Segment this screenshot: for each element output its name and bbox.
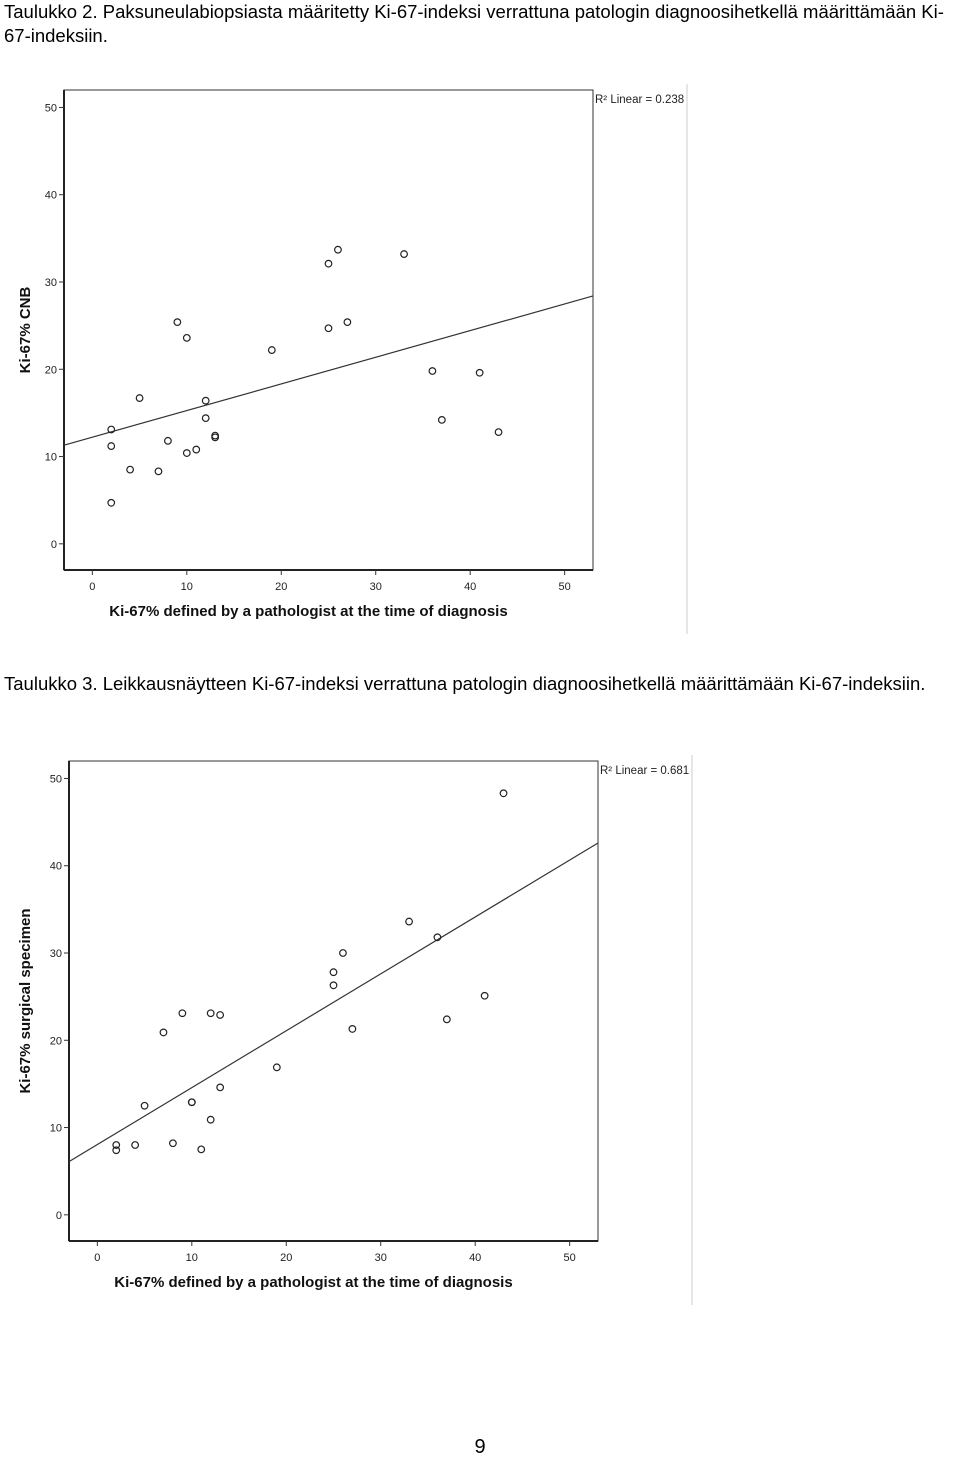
data-point <box>216 1083 225 1092</box>
y-tick-label: 50 <box>50 773 62 785</box>
x-tick-label: 50 <box>559 581 571 593</box>
data-point <box>164 436 172 445</box>
data-point <box>201 396 210 405</box>
x-tick-label: 40 <box>464 581 476 593</box>
data-point <box>182 449 191 457</box>
x-axis-title: Ki-67% defined by a pathologist at the t… <box>114 1274 512 1291</box>
data-point <box>329 981 338 990</box>
data-point <box>400 250 408 258</box>
data-point <box>178 1009 187 1018</box>
x-tick-label: 20 <box>275 581 287 593</box>
x-tick-label: 0 <box>89 581 95 593</box>
ki67-surgical-specimen-scatter-chart: 0 10 20 30 40 50 0 10 20 30 40 50 R² Linear = 0.681 K… <box>17 755 693 1305</box>
x-tick-label: 20 <box>280 1252 292 1264</box>
x-tick-label: 40 <box>469 1252 481 1264</box>
r2-label: R² Linear = 0.238 <box>595 94 684 106</box>
data-point <box>405 917 413 926</box>
data-point <box>107 442 116 450</box>
y-tick-label: 10 <box>45 452 57 464</box>
x-tick-label: 10 <box>186 1252 198 1264</box>
data-point <box>131 1141 140 1149</box>
y-tick-label: 30 <box>45 277 57 289</box>
regression-line <box>68 842 599 1163</box>
data-point <box>112 1141 121 1149</box>
data-point <box>348 1025 357 1033</box>
data-point <box>442 1015 451 1024</box>
y-tick-label: 30 <box>50 948 62 960</box>
data-point <box>159 1028 168 1037</box>
page-number: 9 <box>474 1436 486 1458</box>
y-tick-label: 20 <box>50 1035 62 1047</box>
y-tick-label: 20 <box>45 364 57 376</box>
data-point <box>140 1101 149 1110</box>
data-point <box>107 498 116 507</box>
y-tick-label: 10 <box>50 1123 62 1135</box>
data-point <box>135 394 144 402</box>
data-point <box>272 1063 281 1072</box>
x-tick-label: 10 <box>181 581 193 593</box>
table3-caption: Taulukko 3. Leikkausnäytteen Ki-67-indek… <box>4 673 926 694</box>
data-point <box>329 968 338 977</box>
data-point <box>192 445 201 454</box>
x-tick-label: 30 <box>375 1252 387 1264</box>
data-point <box>437 415 446 424</box>
data-point <box>475 368 484 377</box>
data-point <box>206 1009 215 1018</box>
data-point <box>334 245 342 254</box>
data-point <box>428 367 437 375</box>
y-tick-label: 0 <box>56 1210 62 1222</box>
data-point <box>480 991 489 1000</box>
data-point <box>169 1139 177 1148</box>
data-point <box>339 949 347 957</box>
y-tick-label: 0 <box>51 539 57 551</box>
data-point <box>182 333 191 342</box>
data-point <box>206 1115 215 1124</box>
data-point <box>107 425 116 434</box>
data-point <box>433 933 442 942</box>
data-point <box>197 1145 206 1154</box>
x-tick-label: 30 <box>370 581 382 593</box>
r2-label: R² Linear = 0.681 <box>600 765 689 777</box>
data-point <box>126 465 135 474</box>
data-point <box>173 318 182 327</box>
regression-line <box>63 295 594 446</box>
x-tick-label: 0 <box>94 1252 100 1264</box>
data-point <box>324 324 333 333</box>
data-point <box>324 259 333 268</box>
data-point <box>499 789 508 798</box>
plot-frame <box>68 760 599 1242</box>
x-tick-label: 50 <box>564 1252 576 1264</box>
table2-caption: Taulukko 2. Paksuneulabiopsiasta määrite… <box>4 1 944 46</box>
y-axis-title: Ki-67% surgical specimen <box>17 908 34 1093</box>
data-point <box>112 1146 121 1155</box>
y-tick-label: 50 <box>45 102 57 114</box>
data-point <box>201 414 210 423</box>
y-tick-label: 40 <box>50 861 62 873</box>
plot-frame <box>63 89 594 571</box>
x-axis-title: Ki-67% defined by a pathologist at the t… <box>109 603 507 620</box>
data-point <box>267 346 276 354</box>
data-point <box>187 1098 196 1107</box>
y-tick-label: 40 <box>45 190 57 202</box>
data-point <box>343 318 352 327</box>
data-point <box>216 1011 225 1019</box>
data-point <box>494 428 503 437</box>
ki67-cnb-scatter-chart: 0 10 20 30 40 50 0 10 20 30 40 50 R² Linear = 0.238 K… <box>17 84 688 634</box>
data-point <box>211 433 220 442</box>
data-point <box>154 467 163 476</box>
y-axis-title: Ki-67% CNB <box>17 286 34 373</box>
